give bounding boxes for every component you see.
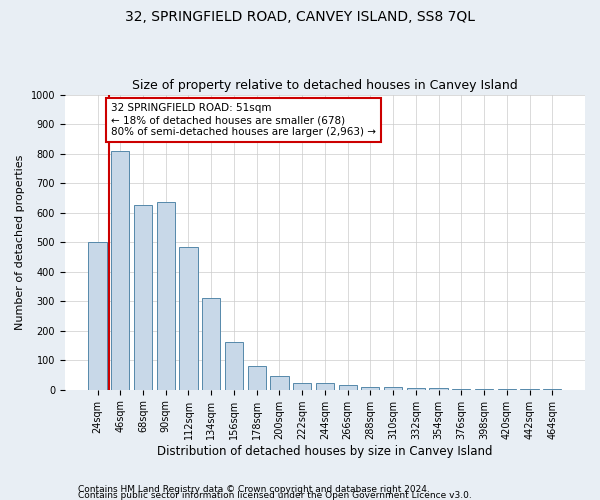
Y-axis label: Number of detached properties: Number of detached properties: [15, 154, 25, 330]
Bar: [248, 366, 266, 390]
Bar: [361, 387, 379, 390]
Bar: [316, 383, 334, 390]
Bar: [88, 242, 107, 390]
Bar: [475, 389, 493, 390]
Bar: [111, 150, 130, 390]
Bar: [157, 202, 175, 390]
Bar: [430, 388, 448, 390]
Text: 32, SPRINGFIELD ROAD, CANVEY ISLAND, SS8 7QL: 32, SPRINGFIELD ROAD, CANVEY ISLAND, SS8…: [125, 10, 475, 24]
Bar: [407, 388, 425, 390]
Bar: [225, 342, 243, 390]
Title: Size of property relative to detached houses in Canvey Island: Size of property relative to detached ho…: [132, 79, 518, 92]
Bar: [497, 389, 516, 390]
Bar: [293, 383, 311, 390]
Bar: [543, 389, 562, 390]
Bar: [202, 298, 220, 390]
Bar: [452, 389, 470, 390]
Bar: [384, 387, 402, 390]
Bar: [338, 386, 357, 390]
Text: Contains HM Land Registry data © Crown copyright and database right 2024.: Contains HM Land Registry data © Crown c…: [78, 484, 430, 494]
Bar: [134, 205, 152, 390]
Text: 32 SPRINGFIELD ROAD: 51sqm
← 18% of detached houses are smaller (678)
80% of sem: 32 SPRINGFIELD ROAD: 51sqm ← 18% of deta…: [111, 104, 376, 136]
Text: Contains public sector information licensed under the Open Government Licence v3: Contains public sector information licen…: [78, 490, 472, 500]
Bar: [179, 247, 197, 390]
Bar: [271, 376, 289, 390]
X-axis label: Distribution of detached houses by size in Canvey Island: Distribution of detached houses by size …: [157, 444, 493, 458]
